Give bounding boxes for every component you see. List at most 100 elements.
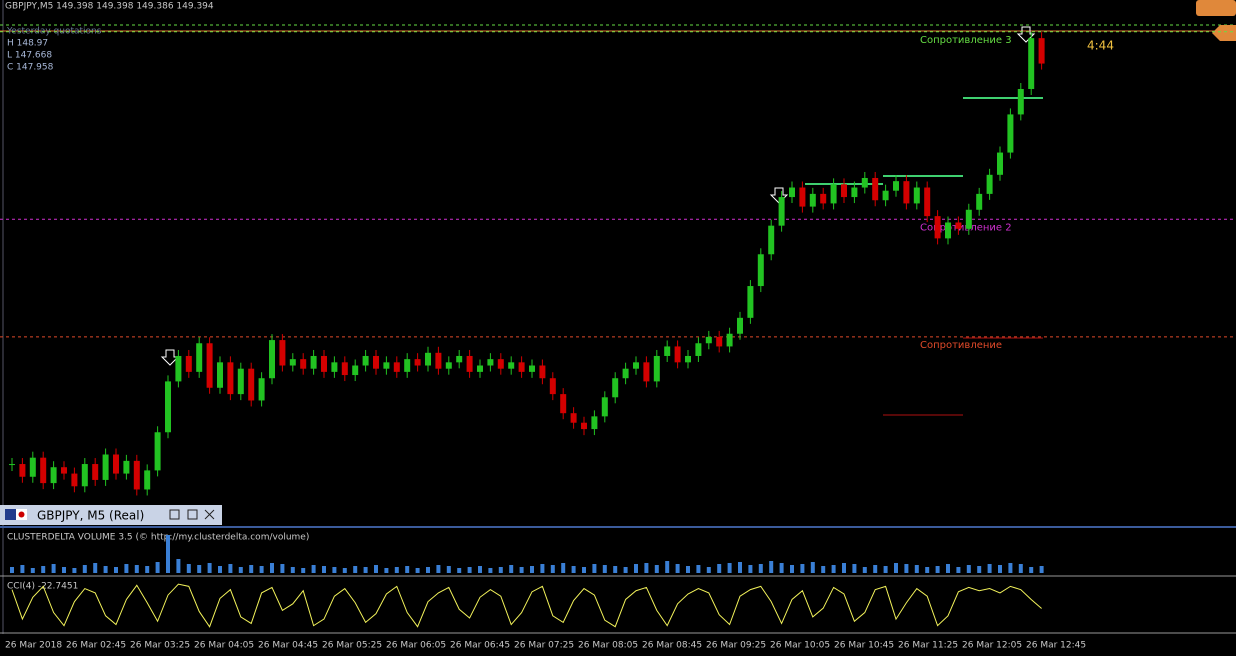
candle xyxy=(591,416,598,430)
time-label: 26 Mar 08:05 xyxy=(578,641,638,651)
candle xyxy=(570,413,577,423)
flag-icon xyxy=(18,511,25,518)
volume-bar xyxy=(322,566,326,573)
candle xyxy=(289,359,296,366)
volume-bar xyxy=(238,567,243,573)
candle xyxy=(133,460,140,490)
volume-bar xyxy=(509,565,514,573)
candle xyxy=(81,464,88,487)
candle xyxy=(945,222,951,239)
candle xyxy=(144,470,151,490)
volume-bar xyxy=(145,566,150,573)
volume-bar xyxy=(51,564,56,573)
restore-button[interactable] xyxy=(169,509,180,520)
candle xyxy=(633,362,639,369)
candle xyxy=(695,343,702,356)
candle xyxy=(497,359,504,369)
candle xyxy=(986,174,993,194)
volume-bar xyxy=(696,565,701,573)
volume-bar xyxy=(280,564,285,573)
volume-bar xyxy=(1039,566,1044,573)
time-label: 26 Mar 2018 xyxy=(5,641,62,651)
volume-bar xyxy=(561,563,566,573)
candle xyxy=(861,177,868,188)
yesterday-title: Yesterday quotations xyxy=(6,27,102,37)
volume-bar xyxy=(114,567,118,573)
volume-bar xyxy=(207,563,212,573)
volume-bar xyxy=(571,566,576,573)
volume-bar xyxy=(935,566,940,573)
volume-bar xyxy=(176,559,181,573)
time-label: 26 Mar 10:45 xyxy=(834,641,894,651)
time-label: 26 Mar 12:45 xyxy=(1026,641,1086,651)
volume-bar xyxy=(790,565,794,573)
volume-bar xyxy=(748,565,753,573)
candle xyxy=(737,317,743,334)
corner-button[interactable] xyxy=(1196,0,1236,16)
volume-bar xyxy=(394,567,399,573)
candle xyxy=(581,422,587,430)
maximize-button[interactable] xyxy=(187,509,198,520)
volume-bar xyxy=(800,564,805,573)
volume-bar xyxy=(977,566,982,573)
candle xyxy=(903,181,910,204)
volume-bar xyxy=(883,566,888,573)
volume-bar xyxy=(779,563,784,573)
window-tab[interactable] xyxy=(0,505,222,525)
candle xyxy=(799,187,806,207)
candle xyxy=(196,343,203,372)
candle xyxy=(924,187,931,217)
candle xyxy=(976,193,983,210)
time-label: 26 Mar 05:25 xyxy=(322,641,382,651)
candle xyxy=(258,378,265,401)
volume-bar xyxy=(301,568,306,573)
volume-bar xyxy=(166,535,170,573)
candle xyxy=(518,362,525,372)
candle xyxy=(685,355,691,363)
volume-bar xyxy=(259,566,264,573)
candle xyxy=(9,464,15,466)
time-label: 26 Mar 07:25 xyxy=(514,641,574,651)
close-button[interactable] xyxy=(204,509,215,520)
volume-bar xyxy=(446,566,451,573)
yesterday-low: L 147.668 xyxy=(7,51,52,61)
candle xyxy=(29,457,36,477)
volume-bar xyxy=(519,567,524,573)
volume-bar xyxy=(873,565,878,573)
volume-bar xyxy=(530,566,534,573)
volume-bar xyxy=(218,566,222,573)
volume-bar xyxy=(415,568,420,573)
time-label: 26 Mar 11:25 xyxy=(898,641,958,651)
volume-bar xyxy=(30,568,35,573)
candle xyxy=(352,365,359,376)
volume-bar xyxy=(467,567,472,573)
candle xyxy=(1017,88,1024,115)
candle xyxy=(841,184,847,198)
candle xyxy=(92,464,99,480)
candle xyxy=(425,352,431,366)
volume-bar xyxy=(374,565,378,573)
volume-bar xyxy=(758,564,763,573)
volume-bar xyxy=(966,565,971,573)
time-label: 26 Mar 12:05 xyxy=(962,641,1022,651)
candle xyxy=(664,346,671,356)
candle xyxy=(248,368,255,401)
pane-title: CLUSTERDELTA VOLUME 3.5 (© http://my.clu… xyxy=(7,533,309,543)
candle xyxy=(477,365,483,372)
volume-bar xyxy=(654,565,659,573)
volume-bar xyxy=(103,566,108,573)
candle xyxy=(227,362,234,395)
corner-tag[interactable] xyxy=(1212,25,1236,41)
candle xyxy=(529,365,535,372)
arrow-icon xyxy=(1016,26,1036,43)
volume-bar xyxy=(290,567,295,573)
volume-bar xyxy=(706,567,711,573)
volume-bar xyxy=(904,564,909,573)
volume-bar xyxy=(405,566,410,573)
volume-bar xyxy=(602,565,607,573)
volume-bar xyxy=(1029,567,1034,573)
volume-bar xyxy=(738,562,742,573)
candle xyxy=(185,355,192,372)
volume-bar xyxy=(249,565,254,573)
time-label: 26 Mar 10:05 xyxy=(770,641,830,651)
